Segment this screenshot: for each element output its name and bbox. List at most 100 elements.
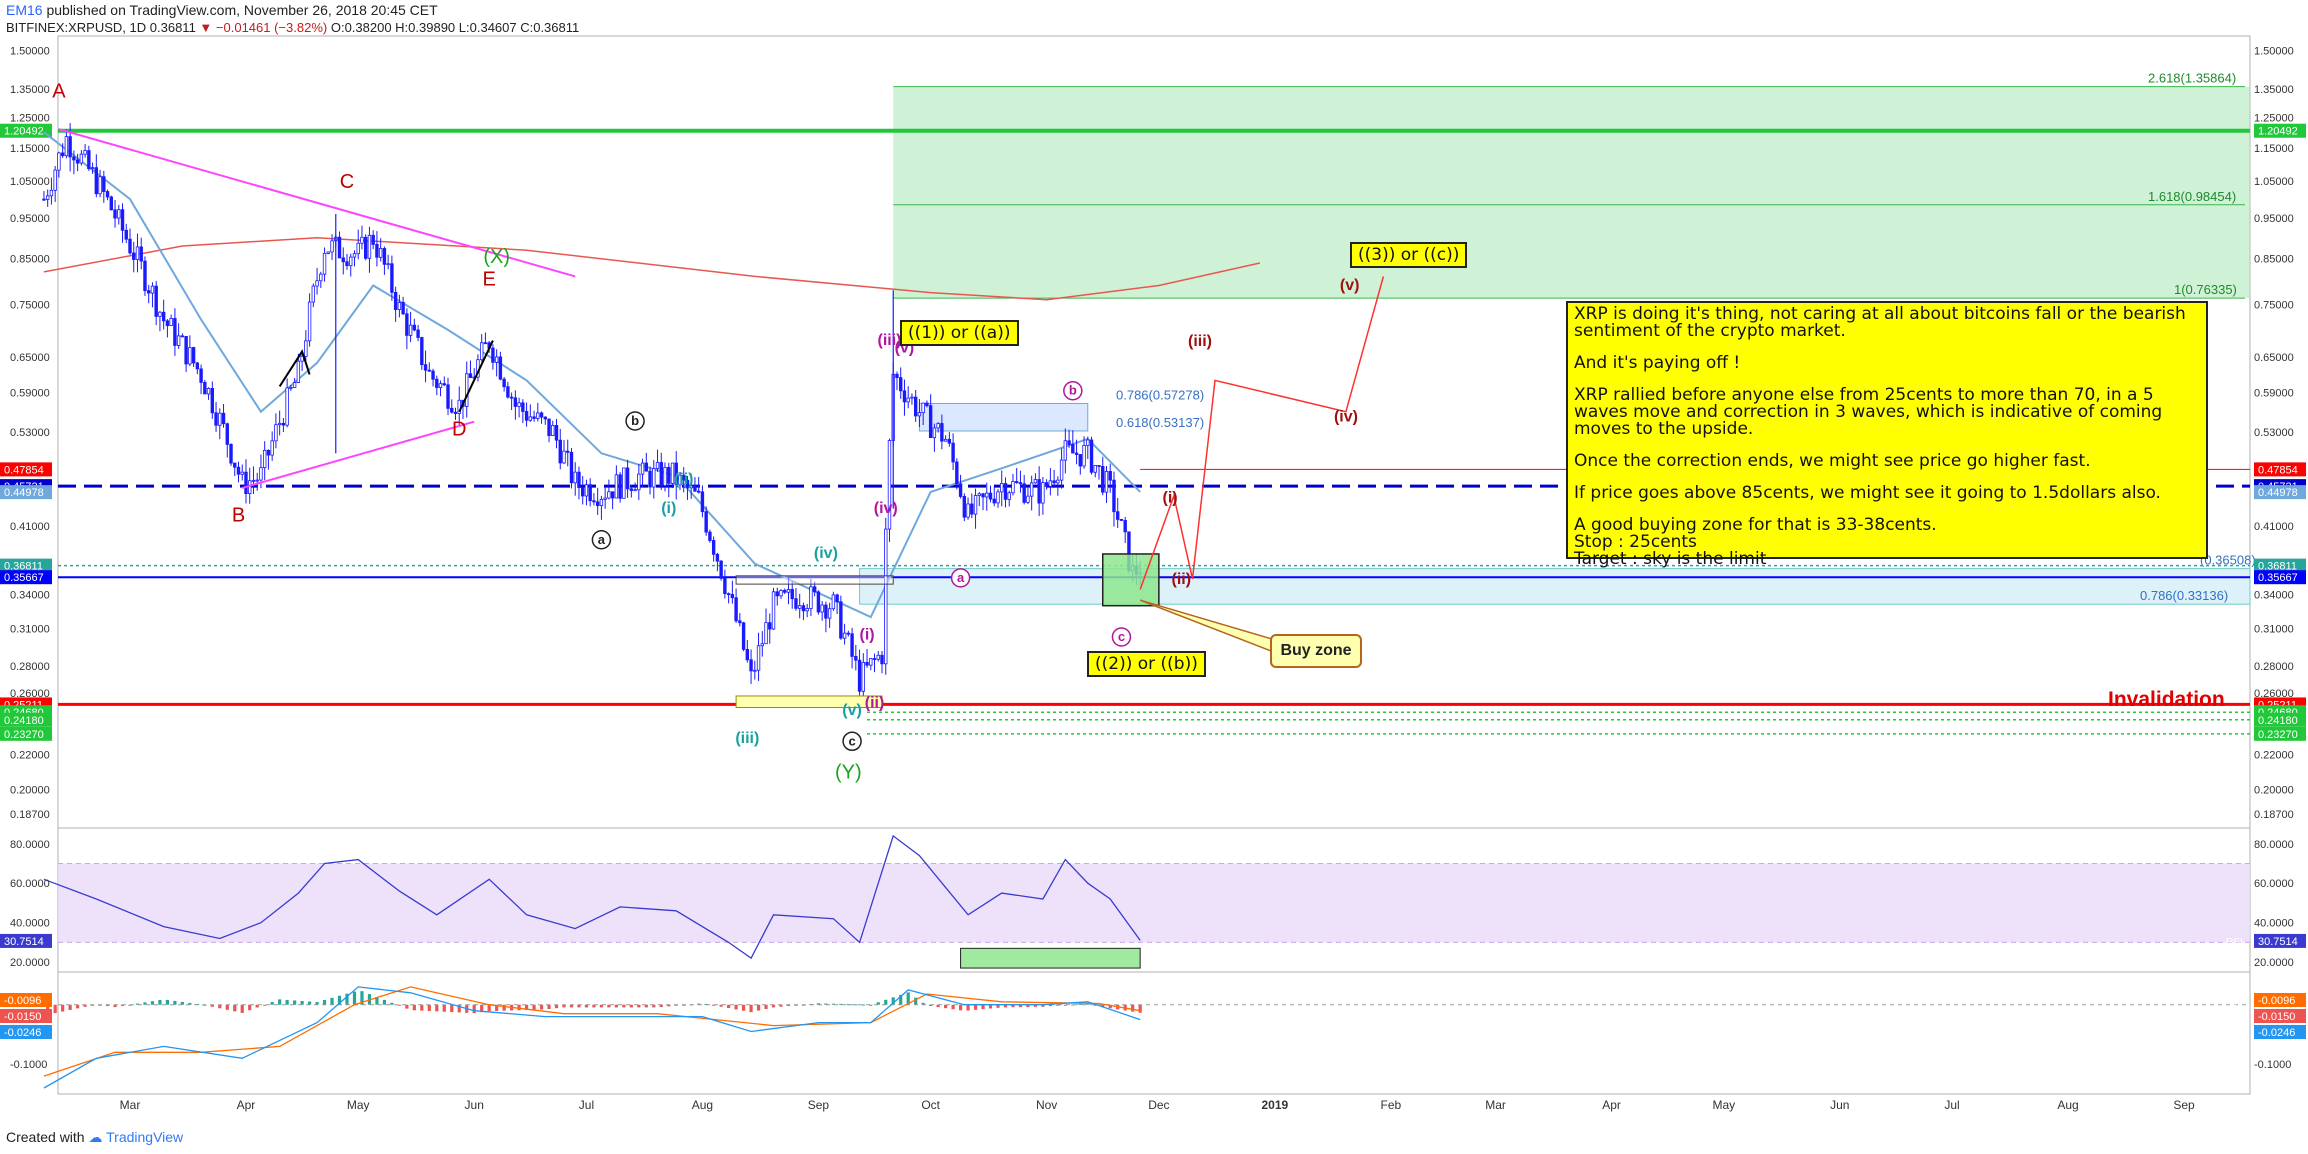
wave-label: (v) [842,702,862,719]
time-tick: Sep [808,1098,830,1112]
candle-body [176,335,181,346]
note-line: And it's paying off ! [1574,353,1741,373]
candle-body [1112,479,1116,513]
rsi-badge [2254,933,2306,948]
candle-body [674,462,678,486]
candle-body [558,439,562,464]
macd-tick-left: -0.1000 [10,1059,47,1071]
candle-body [390,263,394,293]
candle-body [970,503,974,515]
macd-badge-label: -0.0150 [4,1011,41,1023]
candle-body [812,586,817,593]
candle-body [704,511,708,533]
price-tick-right: 0.31000 [2254,624,2294,636]
price-change: ▼ −0.01461 (−3.82%) [199,20,328,35]
macd-hist-bar [68,1004,72,1010]
price-tick-right: 0.20000 [2254,784,2294,796]
candle-body [60,152,65,157]
candle-body [928,405,933,439]
pattern-line [278,349,311,387]
macd-hist-bar [188,1002,192,1005]
price-tick-left: 1.05000 [10,176,50,188]
author-link[interactable]: EM16 [6,2,43,18]
candle-body [352,253,357,258]
candle-body [438,383,443,388]
candle-body [259,467,263,481]
wave-label: (Y) [835,762,862,784]
candle-body [824,604,828,619]
candle-body [266,449,271,456]
price-tick-left: 0.59000 [10,388,50,400]
candle-body [528,416,533,421]
fib-label: 2.618(1.35864) [2148,71,2236,86]
candle-body [573,471,577,484]
macd-hist-bar [240,1004,244,1013]
candle-body [57,152,61,171]
candle-body [150,285,155,294]
candle-body [685,479,690,489]
macd-hist-bar [1086,1003,1090,1005]
candle-body [921,402,925,414]
candle-body [1119,518,1124,521]
rsi-badge [0,933,52,948]
candle-body [708,531,712,541]
time-tick: Mar [1485,1098,1506,1112]
time-tick: 2019 [1262,1098,1289,1112]
macd-badge [2254,993,2306,1007]
candle-body [910,396,914,399]
macd-hist-bar [876,1002,880,1005]
macd-hist-bar [450,1004,454,1013]
candle-body [165,320,170,327]
candle-body [102,176,106,192]
price-badge [2254,712,2306,727]
candle-body [450,407,454,413]
candle-body [854,656,858,661]
candle-body [794,598,798,609]
candle-body [169,318,173,327]
tradingview-brand[interactable]: TradingView [106,1129,184,1145]
macd-hist-bar [233,1004,237,1012]
candle-body [191,347,196,364]
rsi-tick-left: 20.0000 [10,957,50,969]
macd-hist-bar [61,1004,65,1012]
price-badge-label: 0.23270 [4,729,44,741]
macd-hist-bar [330,997,334,1005]
candle-body [401,302,405,315]
candle-body [827,608,832,619]
fib-label: 1.618(0.98454) [2148,189,2236,204]
rsi-badge-label: 30.7514 [2258,936,2298,948]
macd-hist-bar [1048,1004,1052,1007]
time-tick: Jul [579,1098,594,1112]
candle-body [199,368,203,383]
wave-label: (iv) [1334,409,1358,426]
macd-hist-bar [1056,1004,1060,1006]
macd-hist-bar [906,992,910,1005]
candle-body [932,427,937,439]
candle-body [524,411,529,421]
candle-body [513,397,518,407]
candle-body [798,605,802,609]
candle-body [292,382,297,388]
macd-histogram [46,991,1142,1015]
macd-hist-bar [854,1004,858,1006]
candle-body [985,492,989,498]
wave-label: (i) [1163,490,1178,507]
wave-label: (i) [859,626,874,643]
candle-body [895,373,899,378]
candle-body [240,471,244,475]
candle-body [274,424,278,442]
macd-badge [0,1009,52,1023]
wave-circle-label: a [957,570,965,585]
candle-body [154,285,158,317]
triangle-lower-line [241,420,475,489]
note-line: If price goes above 85cents, we might se… [1574,483,2161,503]
candle-body [188,347,192,365]
candle-body [506,386,510,398]
candle-body [233,462,237,468]
macd-badge [0,993,52,1007]
macd-hist-bar [921,1002,925,1005]
candle-body [161,311,166,322]
candle-body [943,438,948,442]
price-badge [2254,570,2306,585]
